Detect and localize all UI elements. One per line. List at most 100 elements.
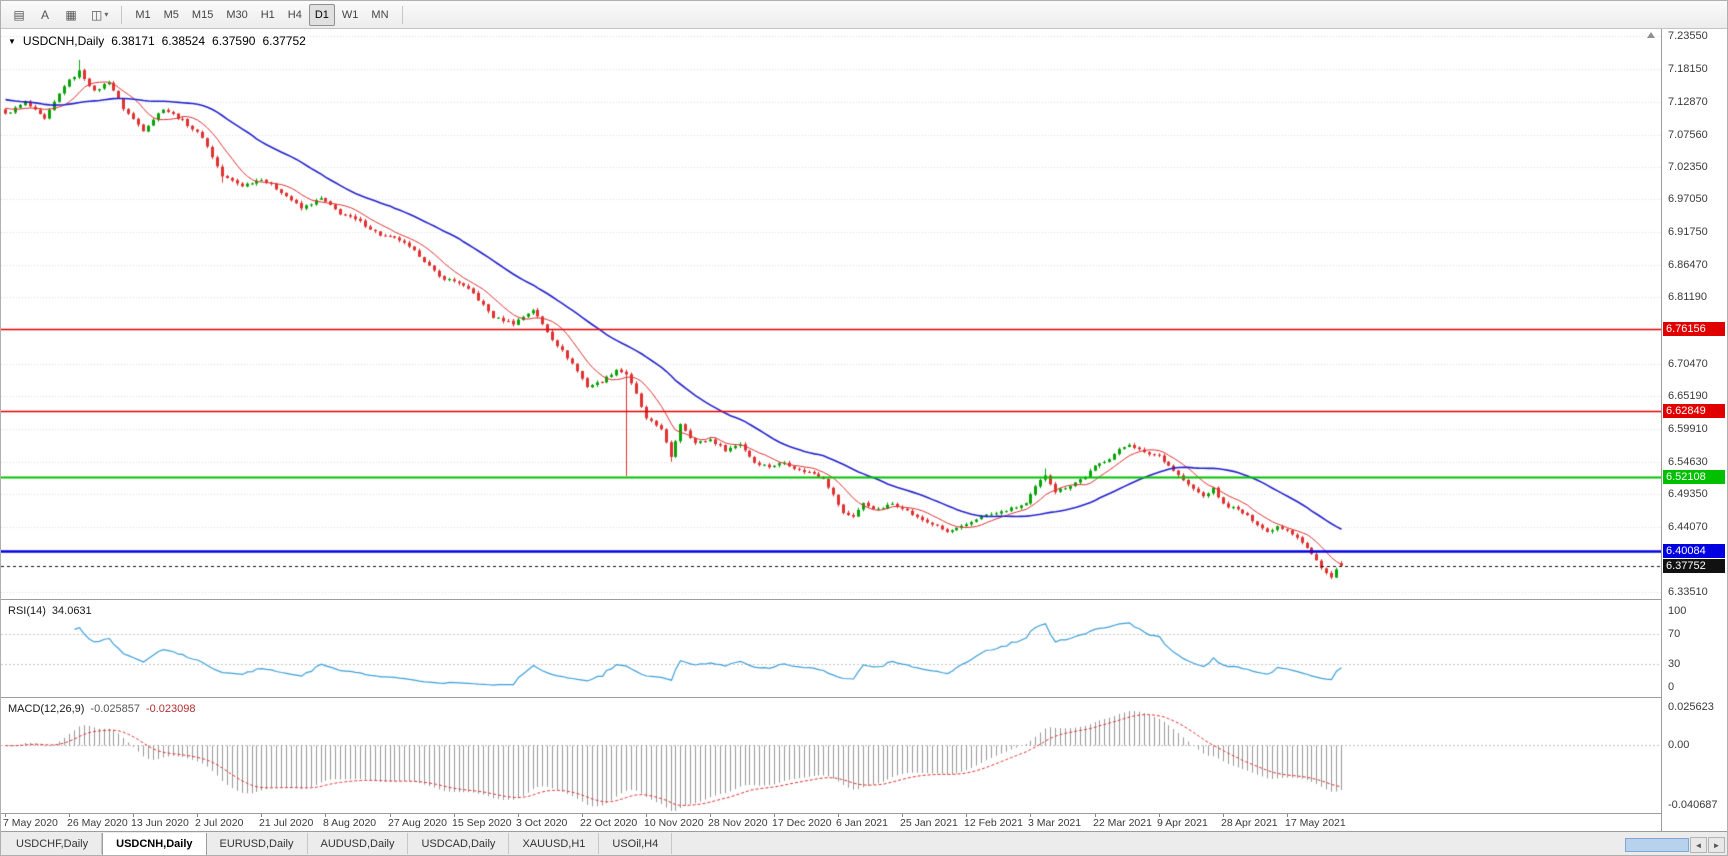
price-level-badge: 6.40084 — [1663, 544, 1725, 559]
price-axis-label: 7.12870 — [1668, 95, 1708, 108]
date-tick — [774, 814, 775, 817]
price-axis-label: 7.18150 — [1668, 63, 1708, 76]
date-axis-label: 27 Aug 2020 — [388, 817, 447, 829]
scroll-right-icon: ► — [1712, 840, 1721, 850]
date-tick — [5, 814, 6, 817]
chart-tab-usdcad[interactable]: USDCAD,Daily — [408, 833, 510, 854]
date-axis-label: 3 Mar 2021 — [1028, 817, 1082, 829]
chart-area: ▼ USDCNH,Daily 6.38171 6.38524 6.37590 6… — [1, 29, 1727, 831]
chart-type-button[interactable]: ▦ — [59, 4, 83, 26]
chart-tab-bar: USDCHF,Daily USDCNH,Daily EURUSD,Daily AUDU… — [1, 831, 1727, 855]
date-tick — [966, 814, 967, 817]
tab-strip: USDCHF,Daily USDCNH,Daily EURUSD,Daily AUDU… — [3, 833, 673, 855]
charts-grid-icon: ▤ — [13, 7, 25, 22]
timeframe-button-m1[interactable]: M1 — [129, 4, 156, 26]
toolbar-separator — [401, 5, 403, 24]
top-toolbar: ▤ A ▦ ◫ ▾ M1 M5 M15 M30 H1 H4 D1 W1 MN — [1, 1, 1727, 29]
price-axis-label: 6.70470 — [1668, 357, 1708, 370]
date-axis-label: 17 Dec 2020 — [772, 817, 832, 829]
collapse-triangle-icon[interactable]: ▼ — [8, 36, 16, 46]
date-axis[interactable]: 7 May 2020 26 May 2020 13 Jun 2020 2 Jul 20… — [1, 814, 1661, 831]
date-tick — [325, 814, 326, 817]
price-axis[interactable]: 7.23550 7.18150 7.12870 7.07560 7.02350 6.970… — [1661, 29, 1727, 831]
price-axis-label: 6.81190 — [1668, 291, 1707, 304]
price-axis-label: 6.97050 — [1668, 193, 1708, 206]
scroll-right-button[interactable]: ► — [1708, 837, 1725, 853]
price-axis-label: 6.91750 — [1668, 226, 1708, 239]
date-axis-label: 2 Jul 2020 — [195, 817, 244, 829]
zoom-dropdown-button[interactable]: ◫ ▾ — [85, 4, 114, 26]
rsi-axis-label: 100 — [1668, 605, 1687, 617]
price-axis-label: 6.54630 — [1668, 455, 1708, 468]
chart-tab-eurusd[interactable]: EURUSD,Daily — [207, 833, 308, 854]
price-level-badge: 6.52108 — [1663, 470, 1725, 485]
timeframe-button-m15[interactable]: M15 — [186, 4, 219, 26]
price-chart-canvas[interactable] — [1, 29, 1661, 599]
zoom-icon: ◫ — [91, 7, 103, 22]
rsi-indicator-label: RSI(14) 34.0631 — [8, 605, 92, 617]
timeframe-button-w1[interactable]: W1 — [336, 4, 365, 26]
date-tick — [390, 814, 391, 817]
chart-shift-marker-icon[interactable] — [1647, 32, 1655, 38]
price-axis-label: 6.44070 — [1668, 520, 1708, 533]
date-axis-label: 7 May 2020 — [3, 817, 58, 829]
date-axis-label: 28 Apr 2021 — [1221, 817, 1278, 829]
timeframe-button-group: M1 M5 M15 M30 H1 H4 D1 W1 MN — [129, 3, 394, 26]
timeframe-button-mn[interactable]: MN — [365, 4, 394, 26]
chart-tab-audusd[interactable]: AUDUSD,Daily — [308, 833, 409, 854]
rsi-axis-label: 70 — [1668, 627, 1681, 640]
date-axis-label: 17 May 2021 — [1285, 817, 1346, 829]
rsi-panel-canvas[interactable] — [1, 601, 1661, 697]
chart-header: ▼ USDCNH,Daily 6.38171 6.38524 6.37590 6… — [8, 34, 306, 48]
timeframe-button-h4[interactable]: H4 — [282, 4, 308, 26]
date-axis-label: 21 Jul 2020 — [259, 817, 314, 829]
scroll-left-button[interactable]: ◄ — [1690, 837, 1707, 853]
date-tick — [133, 814, 134, 817]
chart-type-icon: ▦ — [65, 7, 77, 22]
chart-tab-usdchf[interactable]: USDCHF,Daily — [3, 833, 103, 854]
date-axis-label: 28 Nov 2020 — [708, 817, 768, 829]
rsi-axis-label: 0 — [1668, 681, 1675, 693]
panel-separator[interactable] — [1, 599, 1727, 600]
date-tick — [902, 814, 903, 817]
chart-tab-usoil[interactable]: USOil,H4 — [599, 833, 673, 854]
price-level-badge: 6.62849 — [1663, 403, 1725, 418]
charts-grid-button[interactable]: ▤ — [7, 4, 31, 26]
macd-axis-label: -0.040687 — [1668, 799, 1718, 811]
date-tick — [197, 814, 198, 817]
macd-name: MACD(12,26,9) — [8, 703, 85, 715]
macd-panel-canvas[interactable] — [1, 699, 1661, 813]
timeframe-button-d1[interactable]: D1 — [308, 3, 335, 26]
cursor-mode-button[interactable]: A — [33, 4, 57, 26]
date-tick — [1223, 814, 1224, 817]
timeframe-button-m30[interactable]: M30 — [220, 4, 253, 26]
panel-separator[interactable] — [1, 697, 1727, 698]
chart-tab-xauusd[interactable]: XAUUSD,H1 — [509, 833, 600, 854]
date-tick — [261, 814, 262, 817]
date-axis-label: 22 Oct 2020 — [580, 817, 638, 829]
scrollbar-thumb[interactable] — [1625, 838, 1689, 852]
macd-axis-label: 0.00 — [1668, 738, 1690, 751]
date-axis-label: 10 Nov 2020 — [644, 817, 704, 829]
price-axis-label: 7.02350 — [1668, 160, 1708, 173]
timeframe-button-h1[interactable]: H1 — [255, 4, 281, 26]
rsi-name: RSI(14) — [8, 605, 46, 617]
date-axis-label: 25 Jan 2021 — [900, 817, 958, 829]
ohlc-high: 6.38524 — [161, 34, 206, 48]
price-axis-label: 6.65190 — [1668, 390, 1708, 403]
date-tick — [646, 814, 647, 817]
price-axis-label: 7.23550 — [1668, 29, 1708, 42]
price-axis-label: 7.07560 — [1668, 128, 1708, 141]
price-axis-label: 6.33510 — [1668, 586, 1708, 599]
toolbar-separator — [121, 5, 123, 24]
date-axis-label: 6 Jan 2021 — [836, 817, 888, 829]
chart-tab-usdcnh[interactable]: USDCNH,Daily — [102, 833, 207, 855]
date-axis-label: 3 Oct 2020 — [516, 817, 568, 829]
rsi-current-value: 34.0631 — [51, 605, 92, 617]
date-axis-label: 8 Aug 2020 — [323, 817, 377, 829]
date-axis-label: 26 May 2020 — [67, 817, 128, 829]
macd-axis-label: 0.025623 — [1668, 701, 1714, 713]
date-tick — [69, 814, 70, 817]
rsi-axis-label: 30 — [1668, 658, 1681, 671]
timeframe-button-m5[interactable]: M5 — [158, 4, 185, 26]
